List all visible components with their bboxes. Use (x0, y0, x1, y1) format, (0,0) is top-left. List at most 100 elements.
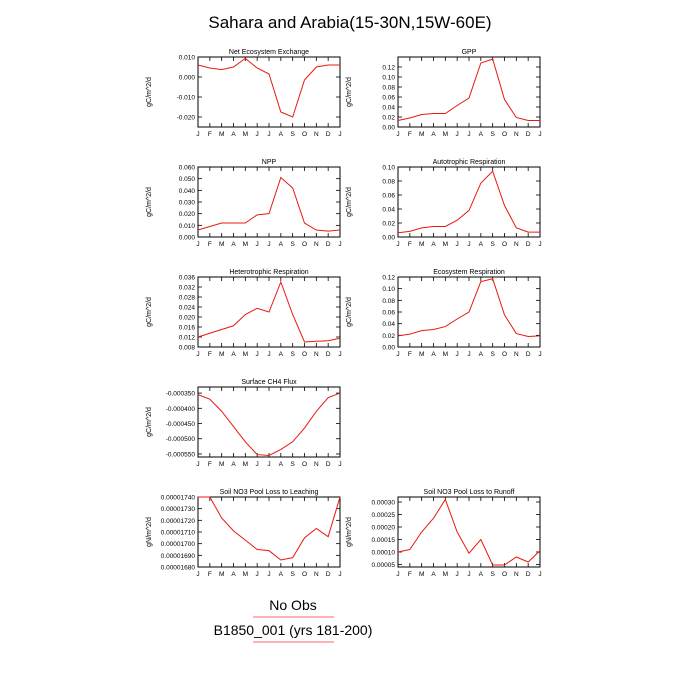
y-tick-label: -0.000350 (166, 391, 196, 398)
series-line (397, 498, 541, 566)
panel-title: Surface CH4 Flux (241, 379, 297, 386)
x-tick-label: O (502, 241, 507, 248)
x-tick-label: A (479, 131, 484, 138)
x-tick-label: J (538, 131, 541, 138)
x-tick-label: F (208, 571, 212, 578)
x-tick-label: O (502, 351, 507, 358)
y-tick-label: 0.00 (382, 235, 395, 242)
x-tick-label: N (514, 241, 519, 248)
x-tick-label: D (326, 351, 331, 358)
x-tick-label: N (314, 131, 319, 138)
x-tick-label: J (196, 571, 199, 578)
y-tick-label: 0.06 (382, 310, 395, 317)
x-tick-label: A (279, 131, 284, 138)
y-tick-label: 0.010 (179, 223, 196, 230)
x-tick-label: M (419, 131, 424, 138)
x-tick-label: N (514, 131, 519, 138)
x-tick-label: S (490, 241, 495, 248)
x-tick-label: J (338, 571, 341, 578)
y-axis-label: gN/m^2/d (146, 517, 153, 547)
chart-panel: Surface CH4 Flux gC/m^2/d -0.000550 -0.0005… (146, 379, 342, 468)
y-axis-label: gN/m^2/d (346, 517, 353, 547)
chart-panel: Autotrophic Respiration gC/m^2/d 0.00 0.02 0… (346, 159, 542, 248)
x-tick-label: A (231, 571, 236, 578)
y-tick-label: 0.020 (179, 315, 196, 322)
x-tick-label: M (219, 131, 224, 138)
y-tick-label: -0.020 (177, 115, 196, 122)
x-tick-label: S (290, 351, 295, 358)
y-tick-label: 0.00001730 (161, 506, 196, 513)
chart-panel: Ecosystem Respiration gC/m^2/d 0.00 0.02 0.0… (346, 269, 542, 358)
y-tick-label: 0.000 (179, 75, 196, 82)
y-tick-label: -0.000550 (166, 451, 196, 458)
x-tick-label: S (290, 571, 295, 578)
x-tick-label: J (196, 241, 199, 248)
x-tick-label: M (419, 571, 424, 578)
legend-case-name: B1850_001 (yrs 181-200) (214, 622, 373, 638)
x-tick-label: J (256, 351, 259, 358)
x-tick-label: J (256, 131, 259, 138)
y-tick-label: 0.024 (179, 305, 196, 312)
x-tick-label: S (490, 351, 495, 358)
y-axis-label: gC/m^2/d (146, 77, 153, 107)
y-tick-label: 0.00015 (372, 537, 396, 544)
x-tick-label: M (243, 351, 248, 358)
x-tick-label: F (208, 351, 212, 358)
x-tick-label: O (502, 571, 507, 578)
x-tick-label: A (231, 241, 236, 248)
y-tick-label: -0.010 (177, 95, 196, 102)
x-tick-label: A (479, 241, 484, 248)
y-tick-label: 0.08 (382, 298, 395, 305)
x-tick-label: J (338, 351, 341, 358)
y-tick-label: -0.000500 (166, 436, 196, 443)
x-tick-label: M (419, 241, 424, 248)
y-tick-label: 0.12 (382, 275, 395, 282)
x-tick-label: S (490, 571, 495, 578)
panel-title: NPP (262, 159, 277, 166)
x-tick-label: J (538, 241, 541, 248)
x-tick-label: N (314, 571, 319, 578)
x-tick-label: J (196, 351, 199, 358)
x-tick-label: D (326, 241, 331, 248)
x-tick-label: D (326, 131, 331, 138)
y-tick-label: 0.02 (382, 221, 395, 228)
chart-panel: Soil NO3 Pool Loss to Runoff gN/m^2/d 0.00… (346, 489, 542, 578)
panel-title: Autotrophic Respiration (433, 159, 506, 166)
x-tick-label: A (231, 131, 236, 138)
y-tick-label: 0.06 (382, 193, 395, 200)
y-tick-label: 0.008 (179, 345, 196, 352)
plot-frame (197, 56, 341, 128)
x-tick-label: A (231, 351, 236, 358)
y-tick-label: 0.00001740 (161, 495, 196, 502)
x-tick-label: D (326, 461, 331, 468)
x-tick-label: M (219, 351, 224, 358)
series-line (397, 58, 540, 121)
y-tick-label: 0.04 (382, 207, 395, 214)
plot-frame (397, 496, 541, 568)
x-tick-label: D (526, 241, 531, 248)
chart-panel: GPP gC/m^2/d 0.00 0.02 0.04 0.06 0.08 0.10 0.12 J… (346, 49, 542, 138)
x-tick-label: N (514, 571, 519, 578)
x-tick-label: O (302, 461, 307, 468)
series-line (197, 392, 341, 456)
y-tick-label: 0.00001700 (161, 541, 196, 548)
y-axis-label: gC/m^2/d (346, 187, 353, 217)
x-tick-label: A (231, 461, 236, 468)
x-tick-label: M (443, 571, 448, 578)
x-tick-label: J (396, 241, 399, 248)
y-tick-label: 0.030 (179, 200, 196, 207)
y-tick-label: 0.010 (179, 55, 196, 62)
x-tick-label: J (267, 131, 270, 138)
x-tick-label: A (279, 571, 284, 578)
x-tick-label: O (502, 131, 507, 138)
x-tick-label: J (467, 571, 470, 578)
x-tick-label: J (456, 131, 459, 138)
x-tick-label: A (279, 351, 284, 358)
panel-title: Ecosystem Respiration (433, 269, 505, 276)
x-tick-label: F (408, 131, 412, 138)
y-axis-label: gC/m^2/d (346, 297, 353, 327)
x-tick-label: F (208, 461, 212, 468)
y-tick-label: 0.10 (382, 75, 395, 82)
plot-frame (197, 386, 341, 458)
